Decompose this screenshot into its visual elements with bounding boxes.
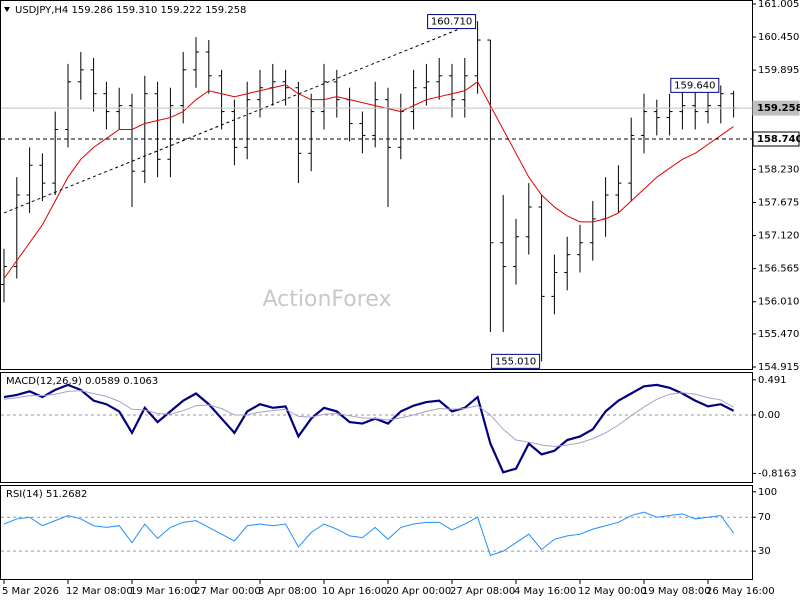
y-tick-label: 161.005: [758, 0, 799, 10]
moving-average: [3, 81, 734, 279]
y-tick-label: 157.675: [758, 197, 799, 208]
x-tick-label: 12 Mar 08:00: [66, 586, 133, 597]
x-tick-label: 19 May 08:00: [642, 586, 711, 597]
x-tick-label: 19 Mar 16:00: [130, 586, 197, 597]
price-label-box: [752, 131, 800, 147]
y-tick-label: 159.895: [758, 65, 799, 76]
y-tick-label: 154.915: [758, 362, 799, 373]
watermark: ActionForex: [263, 287, 392, 312]
y-tick-label: 158.230: [758, 164, 799, 175]
macd-panel: [0, 372, 753, 483]
x-tick-label: 3 Apr 08:00: [258, 586, 317, 597]
y-tick-label: 100: [758, 487, 777, 498]
x-tick-label: 12 May 00:00: [578, 586, 647, 597]
indicator-line: [3, 511, 735, 557]
price-label: 158.740: [757, 134, 800, 145]
annotation-box: [427, 14, 477, 30]
price-label: 159.258: [757, 103, 800, 114]
y-tick-label: 155.470: [758, 329, 799, 340]
y-tick-label: -0.8163: [758, 468, 797, 479]
y-tick-label: 157.120: [758, 231, 799, 242]
annotation-box: [491, 353, 541, 369]
annotation-label: 160.710: [431, 17, 472, 28]
annotation-label: 155.010: [495, 356, 536, 367]
x-tick-label: 26 May 16:00: [706, 586, 775, 597]
y-tick-label: 156.565: [758, 264, 799, 275]
chart-title: USDJPY,H4 159.286 159.310 159.222 159.25…: [15, 5, 246, 16]
x-tick-label: 27 Apr 08:00: [450, 586, 515, 597]
y-tick-label: 160.450: [758, 32, 799, 43]
rsi-title: RSI(14) 51.2682: [6, 489, 87, 500]
y-tick-label: 0.491: [758, 375, 787, 386]
price-label-box: [752, 100, 800, 116]
rsi-panel: [0, 485, 753, 580]
y-tick-label: 30: [758, 546, 771, 557]
menu-arrow: [4, 7, 10, 12]
y-tick-label: 70: [758, 512, 771, 523]
macd-title: MACD(12,26,9) 0.0589 0.1063: [6, 376, 158, 387]
x-tick-label: 10 Apr 16:00: [322, 586, 387, 597]
x-tick-label: 4 May 16:00: [514, 586, 576, 597]
annotation-box: [670, 77, 720, 93]
indicator-line: [3, 390, 734, 447]
annotation-label: 159.640: [674, 80, 715, 91]
price-panel: [0, 0, 753, 370]
x-tick-label: 5 Mar 2026: [2, 586, 59, 597]
y-tick-label: 0.00: [758, 410, 780, 421]
indicator-line: [3, 383, 735, 474]
x-tick-label: 27 Mar 00:00: [194, 586, 261, 597]
y-tick-label: 156.010: [758, 297, 799, 308]
x-tick-label: 20 Apr 00:00: [386, 586, 451, 597]
trendline: [3, 21, 478, 214]
